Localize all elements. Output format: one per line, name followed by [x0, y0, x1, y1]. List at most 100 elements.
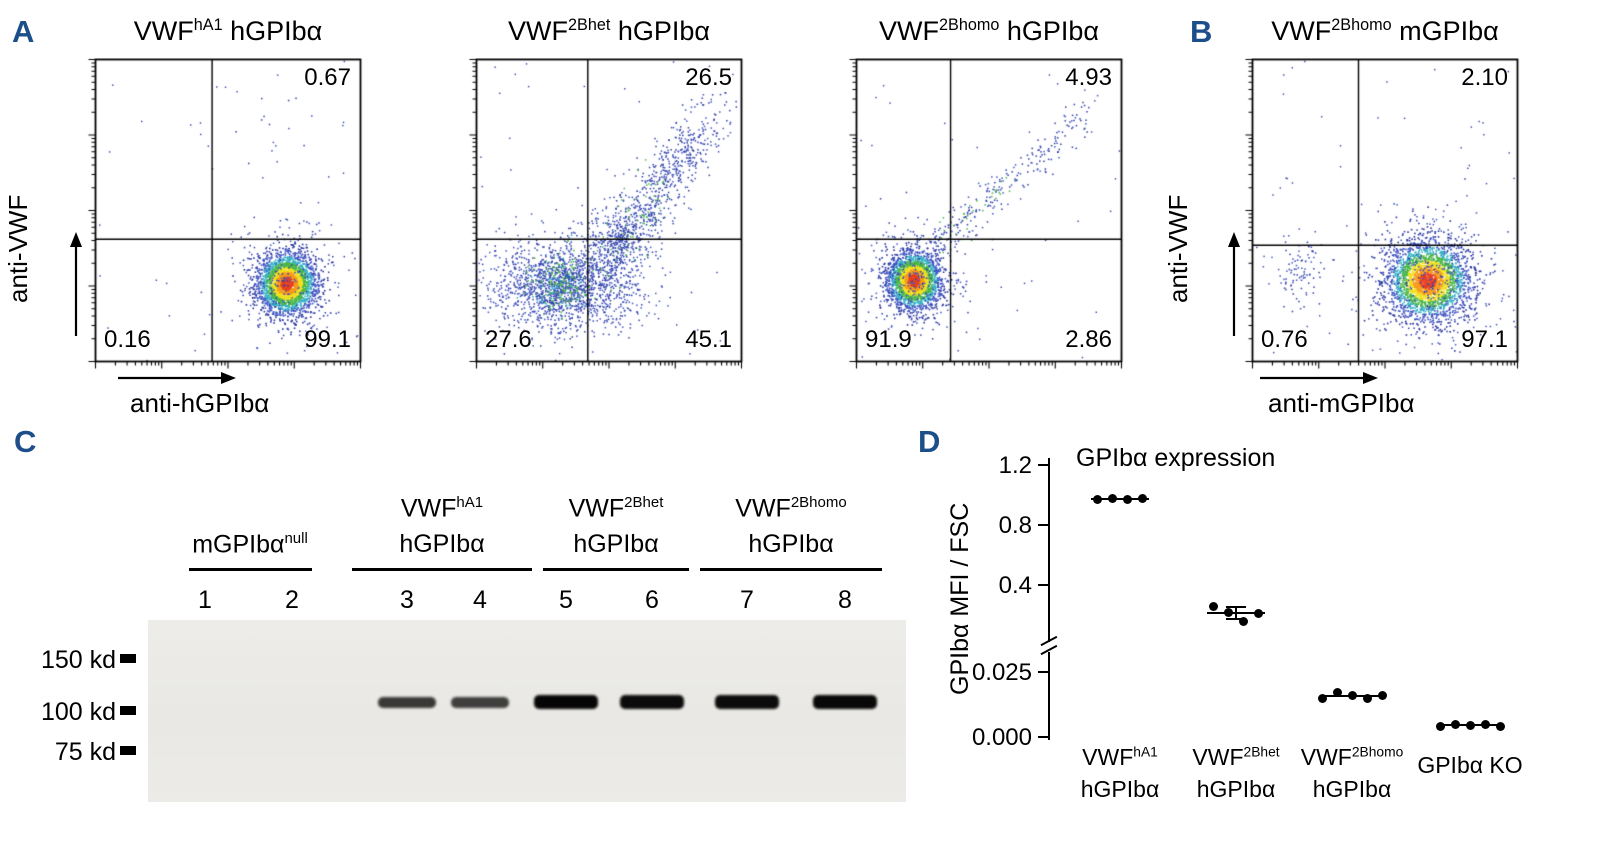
data-point: [1138, 493, 1147, 503]
data-point: [1450, 719, 1460, 729]
title-base: VWF: [1271, 16, 1332, 46]
x-axis-arrow: [118, 372, 236, 384]
y-axis-lower-segment: [1048, 652, 1050, 740]
quadrant-percent-bottom-right: 2.86: [1065, 326, 1112, 353]
x-category-label-line2: hGPIbα: [1080, 776, 1160, 802]
title-rest: hGPIbα: [610, 16, 710, 46]
data-point: [1435, 722, 1445, 732]
y-tick: [1038, 671, 1048, 673]
title-superscript: 2Bhet: [568, 16, 611, 34]
data-point: [1377, 690, 1387, 700]
y-tick: [1038, 464, 1048, 466]
panel-d-label: D: [918, 424, 941, 459]
mean-line: [1441, 724, 1499, 727]
y-tick-label: 1.2: [998, 452, 1032, 479]
lane-number: 3: [400, 586, 414, 614]
y-axis-upper-segment: [1048, 458, 1050, 642]
label-superscript: 2Bhomo: [1351, 744, 1404, 760]
label-base: VWF: [568, 494, 625, 523]
lane-number: 7: [740, 586, 754, 614]
quadrant-percent-top-right: 26.5: [685, 64, 732, 91]
group-underline: [700, 568, 882, 571]
label-base: VWF: [1300, 744, 1352, 770]
data-point: [1465, 720, 1475, 730]
data-point: [1209, 601, 1218, 611]
blot-band-lane-6: [620, 695, 684, 709]
quadrant-percent-top-right: 0.67: [304, 64, 351, 91]
panel-b-y-axis-label: anti-VWF: [1163, 194, 1193, 303]
mw-tick: [120, 746, 136, 755]
data-point: [1108, 493, 1117, 503]
lane-number: 4: [473, 586, 487, 614]
title-rest: hGPIbα: [222, 16, 323, 46]
flow-plot-vwf-ha1-hgpiba: VWFhA1 hGPIbα 0.67 0.16 99.1: [81, 16, 371, 392]
flow-plot-title: VWF2Bhomo mGPIbα: [1271, 16, 1498, 47]
data-point: [1480, 719, 1490, 729]
data-point: [1224, 607, 1233, 617]
blot-group-label-mgpiba-null: mGPIbαnull: [192, 530, 308, 559]
flow-scatter-canvas: [462, 58, 752, 388]
quadrant-percent-bottom-left: 0.76: [1261, 326, 1308, 353]
y-tick: [1038, 524, 1048, 526]
panel-a-y-axis-label: anti-VWF: [3, 194, 33, 303]
quadrant-percent-bottom-left: 91.9: [865, 326, 912, 353]
title-superscript: 2Bhomo: [1331, 16, 1392, 34]
x-category-label-line2: hGPIbα: [1196, 776, 1276, 802]
data-point: [1495, 722, 1505, 732]
label-base: VWF: [400, 494, 457, 523]
error-bar: [1234, 606, 1238, 620]
label-base: mGPIbα: [192, 530, 285, 559]
mean-line: [1323, 694, 1381, 698]
blot-group-label-line2: hGPIbα: [399, 530, 485, 558]
panel-a-label: A: [12, 14, 35, 49]
y-axis-arrow: [70, 232, 82, 336]
title-rest: hGPIbα: [999, 16, 1099, 46]
quadrant-percent-bottom-right: 45.1: [685, 326, 732, 353]
title-base: VWF: [508, 16, 569, 46]
y-tick-label: 0.025: [971, 659, 1032, 686]
label-superscript: 2Bhomo: [790, 494, 847, 511]
flow-plot-title: VWFhA1 hGPIbα: [134, 16, 322, 47]
blot-group-label-line2: hGPIbα: [573, 530, 659, 558]
lane-number: 8: [838, 586, 852, 614]
title-superscript: hA1: [193, 16, 223, 34]
y-tick-label: 0.4: [998, 572, 1032, 599]
x-category-label-gpiba-ko: GPIbα KO: [1417, 752, 1522, 779]
data-point: [1317, 693, 1327, 703]
lane-number: 6: [645, 586, 659, 614]
flow-plot-vwf-2bhomo-hgpiba: VWF2Bhomo hGPIbα 4.93 91.9 2.86: [842, 16, 1132, 392]
label-superscript: hA1: [1133, 744, 1158, 760]
mw-marker-150kd: 150 kd: [40, 646, 116, 674]
flow-scatter-canvas: [1238, 58, 1528, 388]
lane-number: 2: [285, 586, 299, 614]
mean-line: [1091, 497, 1149, 500]
title-rest: mGPIbα: [1391, 16, 1499, 46]
quadrant-percent-bottom-left: 27.6: [485, 326, 532, 353]
flow-plot-vwf-2bhomo-mgpiba: VWF2Bhomo mGPIbα 2.10 0.76 97.1: [1238, 16, 1528, 392]
group-underline: [352, 568, 532, 571]
y-tick-label: 0.000: [971, 724, 1032, 751]
data-point: [1239, 616, 1248, 626]
panel-c-label: C: [14, 424, 37, 459]
lane-number: 1: [198, 586, 212, 614]
mw-tick: [120, 654, 136, 663]
blot-band-lane-5: [534, 695, 598, 709]
data-point: [1123, 495, 1132, 504]
mw-tick: [120, 706, 136, 715]
lane-number: 5: [559, 586, 573, 614]
mw-marker-75kd: 75 kd: [54, 738, 116, 766]
quadrant-percent-top-right: 2.10: [1461, 64, 1508, 91]
label-base: VWF: [1192, 744, 1244, 770]
panel-b-x-axis-label: anti-mGPIbα: [1268, 388, 1415, 418]
x-category-label-vwf-2bhomo: VWF2Bhomo: [1301, 744, 1404, 771]
x-category-label-vwf-ha1: VWFhA1: [1082, 744, 1158, 771]
y-axis-arrow: [1228, 232, 1240, 336]
quadrant-percent-bottom-left: 0.16: [104, 326, 151, 353]
panel-a-x-axis-label: anti-hGPIbα: [130, 388, 270, 418]
x-axis-arrow: [1260, 372, 1378, 384]
label-base: VWF: [1082, 744, 1134, 770]
label-superscript: 2Bhet: [1243, 744, 1280, 760]
data-point: [1254, 609, 1263, 618]
quadrant-percent-top-right: 4.93: [1065, 64, 1112, 91]
